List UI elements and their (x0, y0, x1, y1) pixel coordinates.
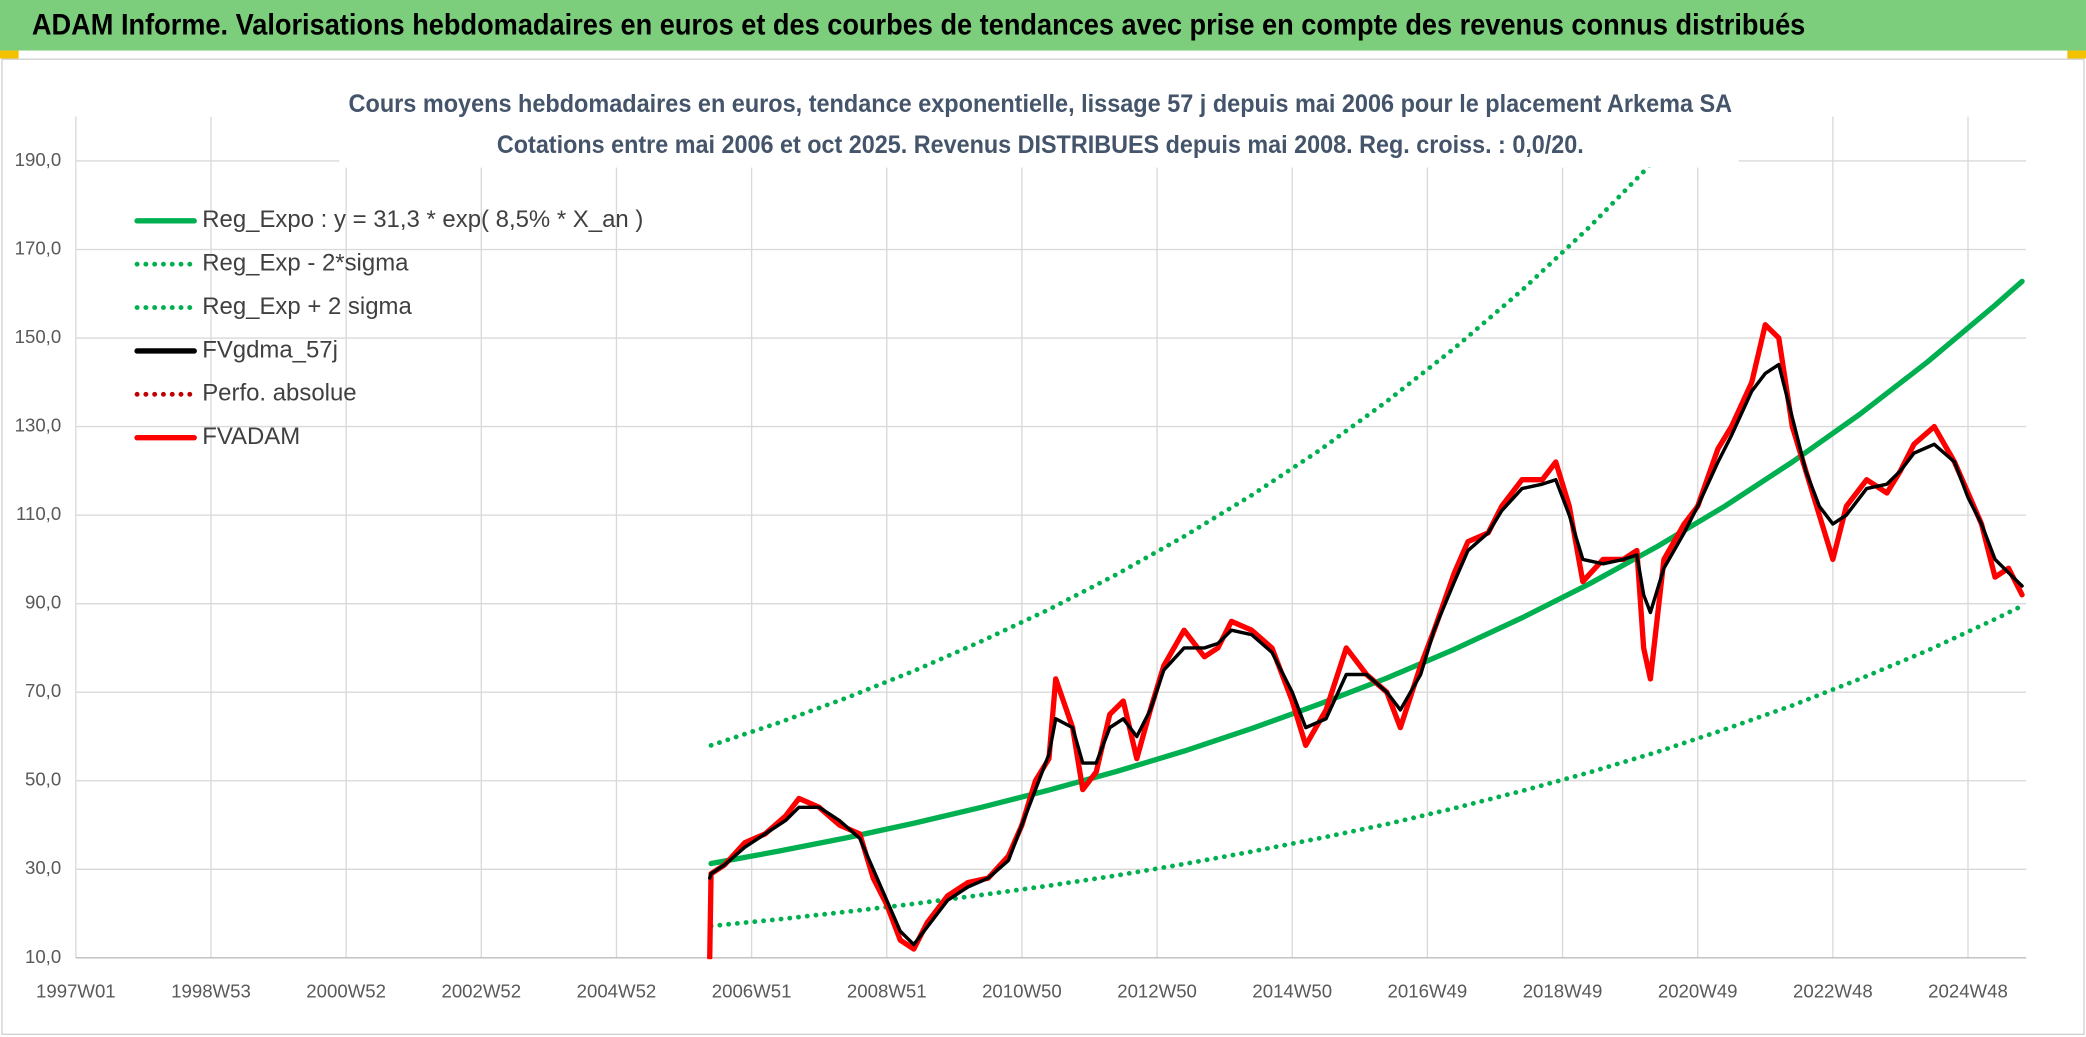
x-tick-label: 2010W50 (982, 980, 1062, 1001)
x-tick-label: 1998W53 (171, 980, 251, 1001)
series-line (707, 322, 2025, 960)
y-tick-label: 110,0 (16, 503, 61, 524)
x-tick-label: 2022W48 (1793, 980, 1873, 1001)
x-tick-label: 2016W49 (1388, 980, 1468, 1001)
series-area (707, 115, 2025, 960)
series-line (707, 322, 2025, 960)
header-bar (0, 0, 2086, 51)
legend-label: Perfo. absolue (202, 380, 356, 407)
legend-label: FVADAM (202, 423, 300, 450)
y-tick-label: 10,0 (25, 946, 61, 967)
x-tick-label: 2000W52 (306, 980, 386, 1001)
series-line (708, 115, 1699, 748)
page-title: ADAM Informe. Valorisations hebdomadaire… (32, 9, 1805, 41)
subtitle-box (339, 82, 1739, 168)
y-tick-label: 190,0 (15, 149, 62, 170)
corner-mark (0, 50, 19, 59)
series-line (707, 362, 2024, 947)
legend-label: Reg_Expo : y = 31,3 * exp( 8,5% * X_an ) (202, 206, 643, 233)
y-tick-label: 30,0 (25, 857, 61, 878)
legend-label: Reg_Exp + 2 sigma (202, 293, 412, 320)
y-tick-label: 130,0 (15, 414, 62, 435)
legend: Reg_Expo : y = 31,3 * exp( 8,5% * X_an )… (134, 206, 643, 450)
x-tick-label: 2012W50 (1117, 980, 1197, 1001)
x-tick-label: 2006W51 (712, 980, 792, 1001)
x-tick-label: 2008W51 (847, 980, 927, 1001)
y-tick-label: 150,0 (15, 326, 62, 347)
x-tick-label: 2020W49 (1658, 980, 1738, 1001)
series-line (708, 603, 2025, 929)
chart-title: Cours moyens hebdomadaires en euros, ten… (349, 90, 1733, 118)
series-line (708, 278, 2025, 867)
y-tick-label: 90,0 (25, 592, 61, 613)
y-tick-label: 50,0 (25, 769, 61, 790)
legend-label: Reg_Exp - 2*sigma (202, 250, 409, 277)
x-tick-label: 2014W50 (1252, 980, 1332, 1001)
corner-mark (2067, 50, 2086, 59)
y-tick-label: 70,0 (25, 680, 61, 701)
x-tick-label: 1997W01 (36, 980, 116, 1001)
chart-subtitle: Cotations entre mai 2006 et oct 2025. Re… (497, 131, 1584, 159)
x-tick-label: 2024W48 (1928, 980, 2008, 1001)
y-tick-label: 170,0 (15, 237, 62, 258)
x-tick-label: 2004W52 (577, 980, 657, 1001)
x-tick-label: 2018W49 (1523, 980, 1603, 1001)
legend-label: FVgdma_57j (202, 336, 338, 363)
chart-frame (1, 58, 2085, 1036)
x-tick-label: 2002W52 (441, 980, 521, 1001)
